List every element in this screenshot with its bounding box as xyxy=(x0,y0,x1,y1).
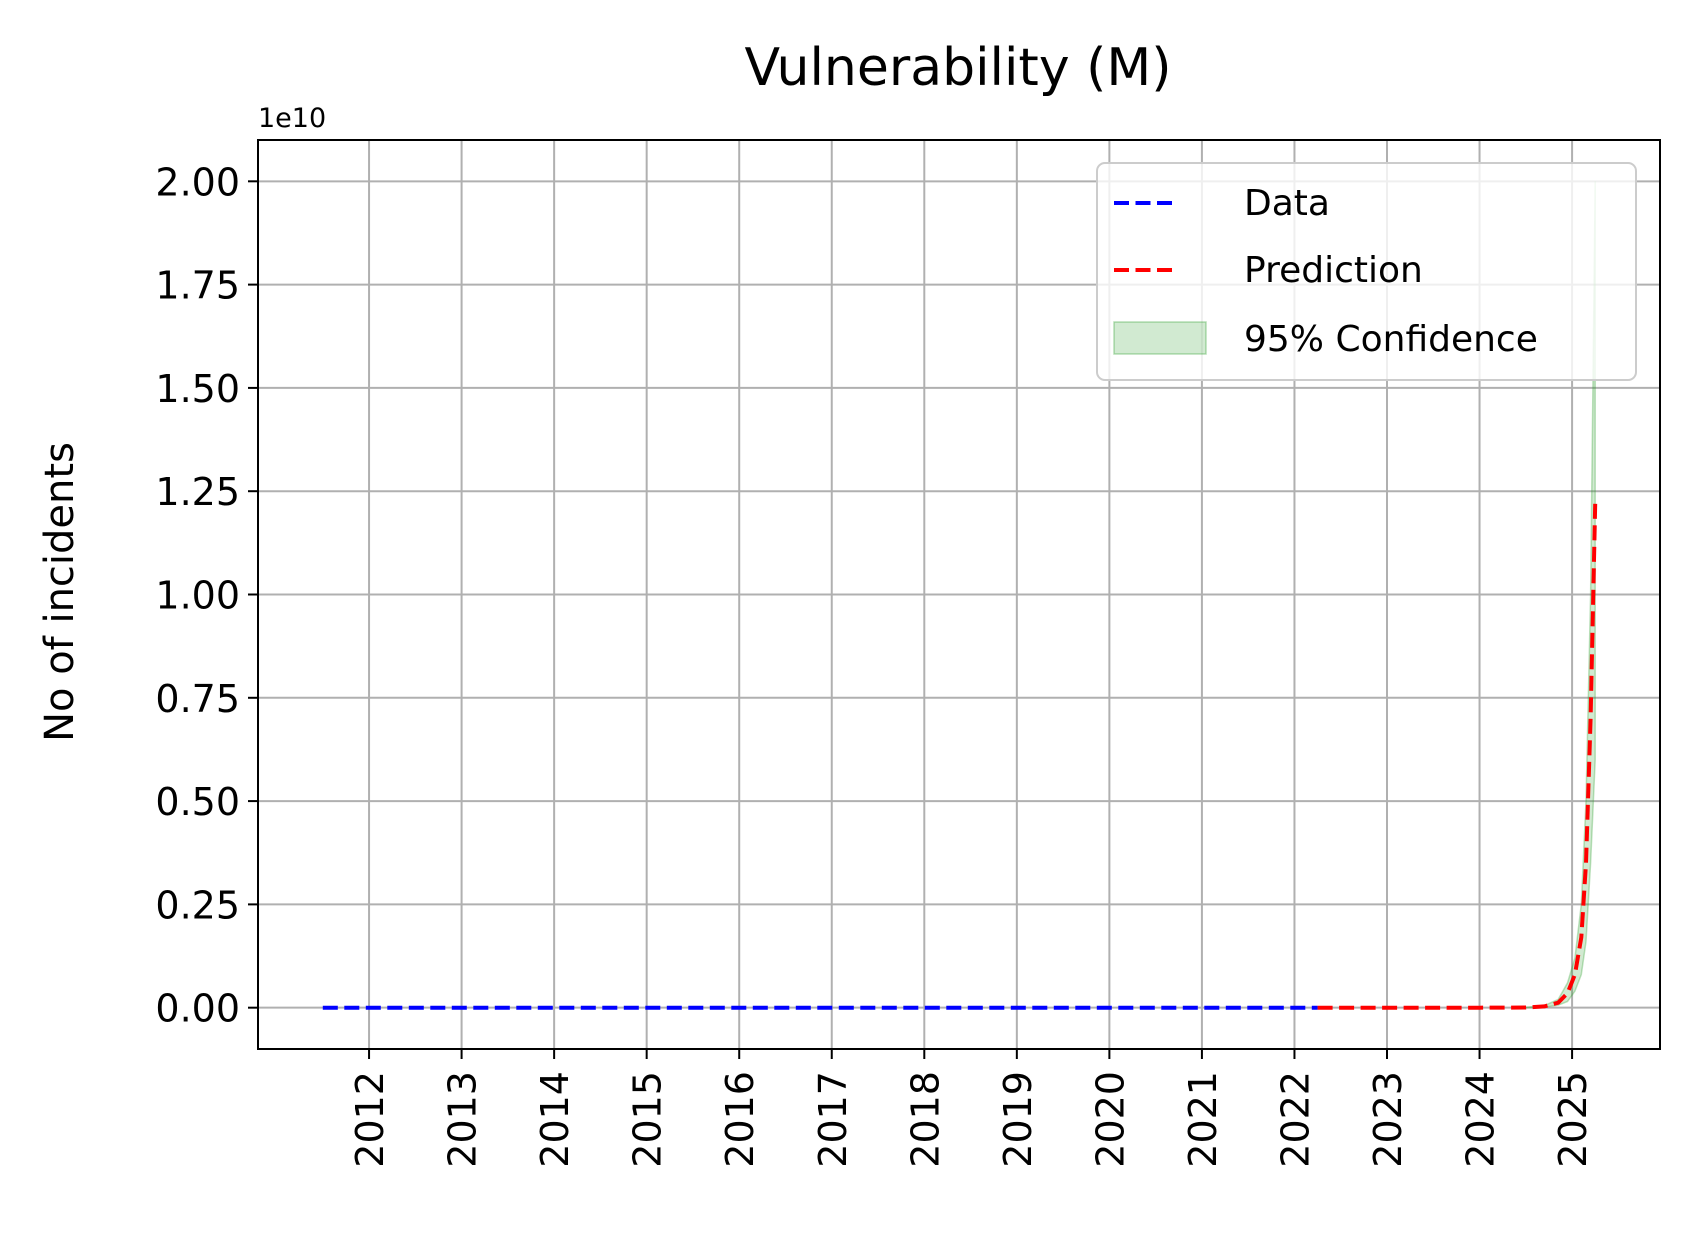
x-tick-label: 2020 xyxy=(1088,1071,1132,1168)
series-lines xyxy=(322,503,1598,1010)
series-line-prediction xyxy=(1317,503,1598,1010)
x-tick-label: 2018 xyxy=(903,1071,947,1168)
y-tick-label: 0.00 xyxy=(155,987,240,1031)
y-tick-label: 1.50 xyxy=(155,367,240,411)
x-tick-label: 2024 xyxy=(1459,1071,1503,1168)
y-tick-label: 2.00 xyxy=(155,160,240,204)
y-tick-label: 0.50 xyxy=(155,780,240,824)
y-tick-label: 1.25 xyxy=(155,470,240,514)
axis-ticks: 2012 2013 2014 2015 2016 2017 2018 2019 2020 2021… xyxy=(155,160,1595,1167)
legend-label: Data xyxy=(1244,183,1330,224)
legend-label: Prediction xyxy=(1244,250,1423,291)
y-tick-label: 0.25 xyxy=(155,883,240,927)
y-axis-label: No of incidents xyxy=(37,442,83,742)
legend: Data Prediction 95% Confidence xyxy=(1096,162,1637,381)
legend-swatch xyxy=(1113,321,1207,355)
x-tick-label: 2013 xyxy=(441,1071,485,1168)
x-tick-label: 2021 xyxy=(1181,1071,1225,1168)
x-tick-label: 2014 xyxy=(533,1071,577,1168)
y-tick-label: 0.75 xyxy=(155,677,240,721)
legend-label: 95% Confidence xyxy=(1244,319,1538,360)
x-tick-label: 2017 xyxy=(811,1071,855,1168)
x-tick-label: 2023 xyxy=(1366,1071,1410,1168)
y-tick-label: 1.75 xyxy=(155,264,240,308)
confidence-band-area xyxy=(1525,181,1596,1009)
x-tick-label: 2025 xyxy=(1551,1071,1595,1168)
confidence-band xyxy=(1525,181,1596,1009)
y-offset-label: 1e10 xyxy=(258,103,326,134)
x-tick-label: 2022 xyxy=(1273,1071,1317,1168)
x-tick-label: 2019 xyxy=(996,1071,1040,1168)
x-tick-label: 2012 xyxy=(348,1071,392,1168)
chart-title: Vulnerability (M) xyxy=(744,38,1171,98)
x-tick-label: 2016 xyxy=(718,1071,762,1168)
x-tick-label: 2015 xyxy=(626,1071,670,1168)
legend-box xyxy=(1096,162,1637,381)
y-tick-label: 1.00 xyxy=(155,574,240,618)
